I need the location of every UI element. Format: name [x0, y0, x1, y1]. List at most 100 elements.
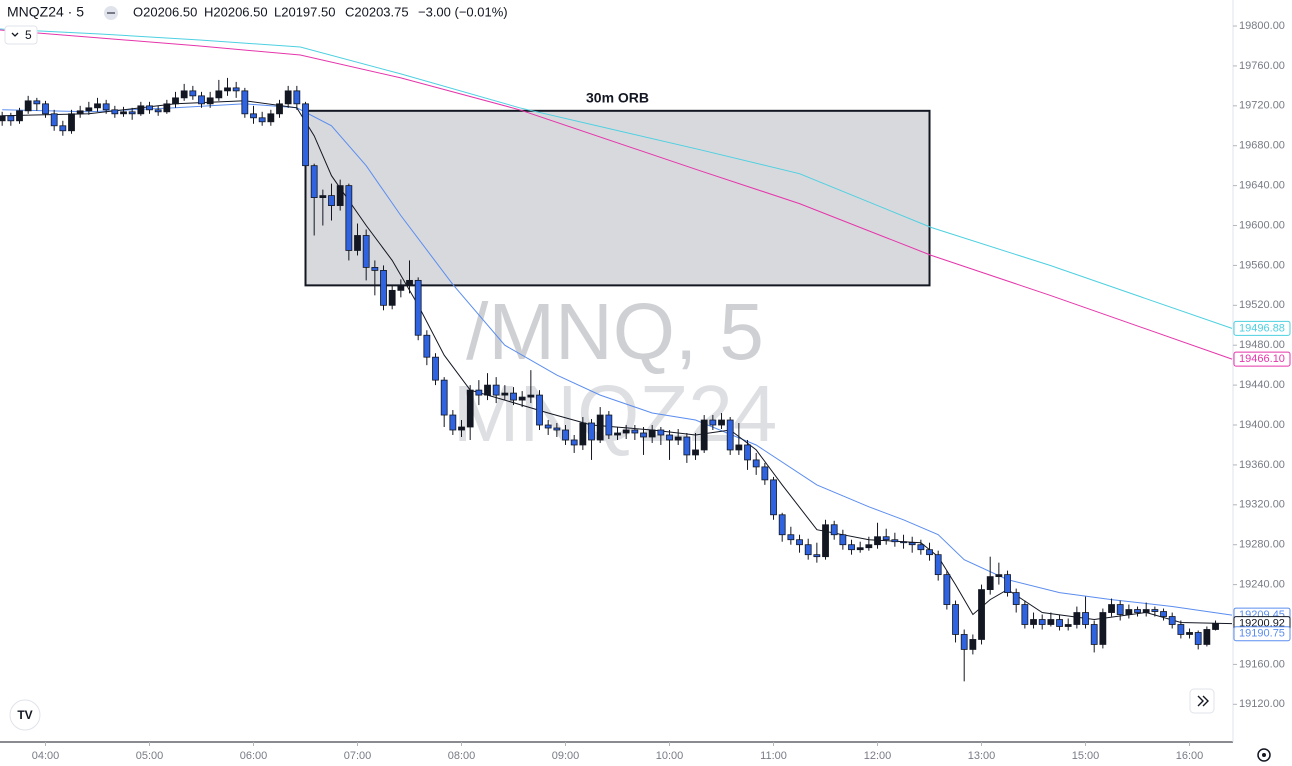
candle-body — [761, 466, 769, 481]
candle-body — [284, 90, 292, 105]
candle-body — [224, 87, 231, 92]
candle-body — [1047, 619, 1055, 625]
candle-body — [562, 429, 569, 441]
candle-body — [423, 334, 431, 358]
candle-body — [76, 110, 84, 115]
candle-body — [1186, 632, 1193, 635]
candle-body — [640, 432, 647, 438]
candle-body — [960, 634, 968, 650]
candle-body — [1212, 623, 1219, 630]
x-tick-label: 12:00 — [864, 750, 892, 762]
y-tick-label: 19320.00 — [1239, 499, 1285, 511]
y-tick-label: 19680.00 — [1239, 140, 1285, 152]
price-label: 19496.88 — [1239, 322, 1285, 334]
candle-body — [215, 90, 223, 99]
candle-body — [232, 87, 240, 92]
candle-body — [345, 185, 353, 251]
candle-body — [726, 419, 734, 451]
candle-body — [33, 100, 41, 105]
candle-body — [302, 103, 309, 167]
candle-body — [172, 97, 179, 105]
scroll-icon — [1197, 695, 1209, 707]
candle-body — [1090, 624, 1098, 645]
candle-body — [822, 524, 829, 558]
candle-body — [1116, 604, 1124, 615]
candle-body — [1203, 629, 1211, 645]
candle-body — [683, 436, 691, 456]
candle-body — [510, 392, 517, 401]
settings-button[interactable] — [1257, 748, 1271, 762]
candle-body — [501, 392, 509, 396]
x-tick-label: 11:00 — [760, 750, 787, 762]
candle-body — [579, 422, 587, 446]
candle-body — [605, 414, 613, 436]
candle-body — [1134, 609, 1141, 613]
y-tick-label: 19800.00 — [1239, 20, 1285, 32]
candle-body — [666, 434, 673, 441]
candle-body — [241, 90, 249, 115]
candle-body — [882, 536, 890, 541]
candle-body — [848, 544, 855, 551]
candle-body — [59, 125, 67, 132]
candle-body — [527, 394, 535, 398]
header: MNQZ24 · 5 O20206.50 H20206.50 L20197.50… — [4, 4, 508, 45]
candle-body — [1056, 619, 1063, 627]
candle-body — [700, 419, 708, 451]
candle-body — [7, 115, 15, 122]
tradingview-logo[interactable]: TV — [9, 699, 41, 731]
dropdown-caret — [11, 32, 19, 37]
candle-body — [146, 105, 153, 111]
candle-body — [709, 419, 717, 426]
candle-body — [934, 554, 942, 576]
candle-body — [94, 103, 101, 109]
price-label: 19190.75 — [1239, 628, 1285, 640]
x-tick-label: 15:00 — [1072, 750, 1100, 762]
candle-body — [371, 267, 379, 271]
candle-body — [692, 449, 699, 456]
candle-body — [986, 576, 994, 590]
candle-body — [180, 90, 188, 99]
candle-body — [657, 429, 665, 436]
candle-body — [362, 235, 370, 268]
x-tick-label: 06:00 — [240, 750, 268, 762]
candle-body — [397, 284, 405, 291]
x-tick-label: 10:00 — [656, 750, 684, 762]
candle-body — [830, 524, 838, 536]
candle-body — [518, 396, 526, 401]
interval-dropdown[interactable] — [4, 25, 38, 45]
y-tick-label: 19400.00 — [1239, 419, 1285, 431]
ohlc-change: −3.00 (−0.01%) — [418, 4, 508, 19]
candle-body — [553, 427, 561, 431]
candle-body — [1073, 612, 1081, 625]
candle-body — [1082, 612, 1089, 625]
scroll-button[interactable] — [1189, 688, 1215, 714]
candle-body — [293, 90, 301, 105]
scroll-button-box — [1189, 688, 1215, 714]
price-label-box — [1233, 626, 1291, 642]
y-tick-label: 19240.00 — [1239, 579, 1285, 591]
candle-body — [276, 103, 283, 115]
candle-body — [778, 514, 786, 536]
candle-body — [1099, 612, 1107, 645]
candle-body — [328, 195, 335, 206]
candle-body — [1012, 592, 1020, 605]
logo-mark: TV — [17, 708, 32, 722]
candle-body — [414, 279, 422, 336]
candle-body — [813, 554, 821, 558]
candle-body — [735, 444, 743, 451]
candle-body — [1142, 609, 1150, 613]
candle-body — [137, 105, 145, 115]
candle-body — [1160, 611, 1167, 617]
candle-body — [128, 111, 136, 115]
candle-body — [536, 394, 543, 426]
settings-icon — [1257, 748, 1271, 762]
candle-body — [111, 109, 119, 115]
candle-body — [406, 279, 413, 286]
candle-body — [1030, 619, 1037, 625]
watermark-symbol: MNQZ24 — [453, 369, 778, 458]
candle-body — [1194, 632, 1202, 645]
candle-body — [796, 539, 803, 546]
candle-body — [718, 419, 725, 426]
candle-body — [908, 542, 916, 546]
